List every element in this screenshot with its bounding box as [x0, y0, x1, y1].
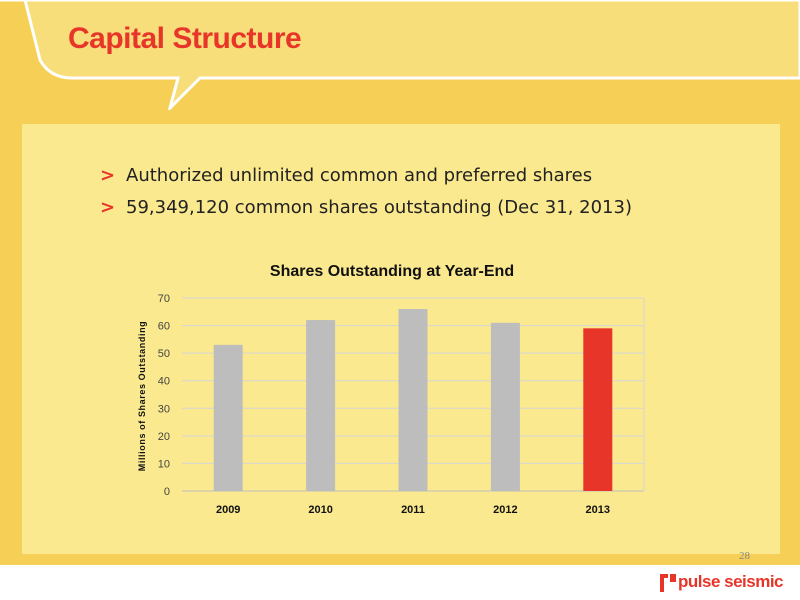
- bullet-item: > Authorized unlimited common and prefer…: [100, 162, 632, 194]
- bar-2009: [213, 344, 243, 491]
- page-number: 28: [739, 550, 750, 562]
- x-tick-label: 2011: [401, 504, 425, 516]
- y-tick-label: 40: [158, 376, 170, 388]
- y-tick-label: 20: [158, 431, 170, 443]
- y-tick-label: 70: [158, 293, 170, 305]
- y-tick-label: 60: [158, 321, 170, 333]
- y-tick-label: 0: [164, 486, 170, 498]
- header-bubble: [0, 0, 800, 110]
- bullet-item: > 59,349,120 common shares outstanding (…: [100, 194, 632, 226]
- bar-2013: [583, 328, 613, 491]
- bar-2012: [490, 322, 520, 491]
- y-tick-label: 50: [158, 348, 170, 360]
- slide-title: Capital Structure: [68, 22, 302, 55]
- bullet-text: Authorized unlimited common and preferre…: [126, 165, 593, 186]
- bullet-list: > Authorized unlimited common and prefer…: [100, 162, 632, 226]
- bars: [213, 309, 613, 491]
- x-tick-label: 2009: [216, 504, 240, 516]
- y-axis-ticks: 0 10 20 30 40 50 60 70: [158, 293, 170, 498]
- x-tick-label: 2013: [586, 504, 610, 516]
- pulse-seismic-logo-icon: [660, 574, 676, 592]
- x-tick-label: 2012: [493, 504, 517, 516]
- x-axis-ticks: 2009 2010 2011 2012 2013: [216, 504, 610, 516]
- bar-2010: [306, 320, 336, 491]
- chart-title: Shares Outstanding at Year-End: [270, 263, 514, 280]
- bar-2011: [398, 309, 428, 491]
- footer-strip: [0, 565, 800, 600]
- bullet-marker: >: [100, 197, 116, 218]
- bullet-marker: >: [100, 165, 116, 186]
- bullet-text: 59,349,120 common shares outstanding (De…: [126, 197, 632, 218]
- x-tick-label: 2010: [308, 504, 332, 516]
- y-axis-label: Millions of Shares Outstanding: [137, 321, 147, 472]
- logo-text: pulse seismic: [678, 572, 784, 591]
- y-tick-label: 10: [158, 458, 170, 470]
- y-tick-label: 30: [158, 403, 170, 415]
